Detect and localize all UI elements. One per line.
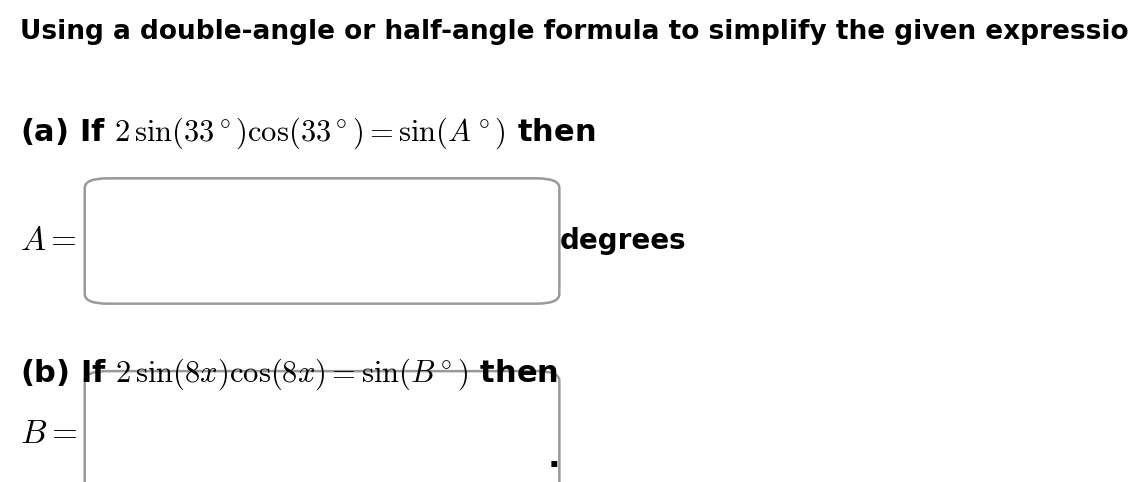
Text: (b) If $2\,\sin(8x)\cos(8x) = \sin(B^\circ)$ then: (b) If $2\,\sin(8x)\cos(8x) = \sin(B^\ci… <box>20 357 558 392</box>
Text: .: . <box>548 442 560 474</box>
Text: degrees: degrees <box>559 227 686 255</box>
Text: (a) If $2\,\sin(33^\circ)\cos(33^\circ) = \sin(A^\circ)$ then: (a) If $2\,\sin(33^\circ)\cos(33^\circ) … <box>20 116 596 151</box>
Text: $A =$: $A =$ <box>20 225 77 257</box>
Text: $B =$: $B =$ <box>20 417 78 450</box>
Text: Using a double-angle or half-angle formula to simplify the given expressions.: Using a double-angle or half-angle formu… <box>20 19 1130 45</box>
FancyBboxPatch shape <box>85 371 559 482</box>
FancyBboxPatch shape <box>85 178 559 304</box>
